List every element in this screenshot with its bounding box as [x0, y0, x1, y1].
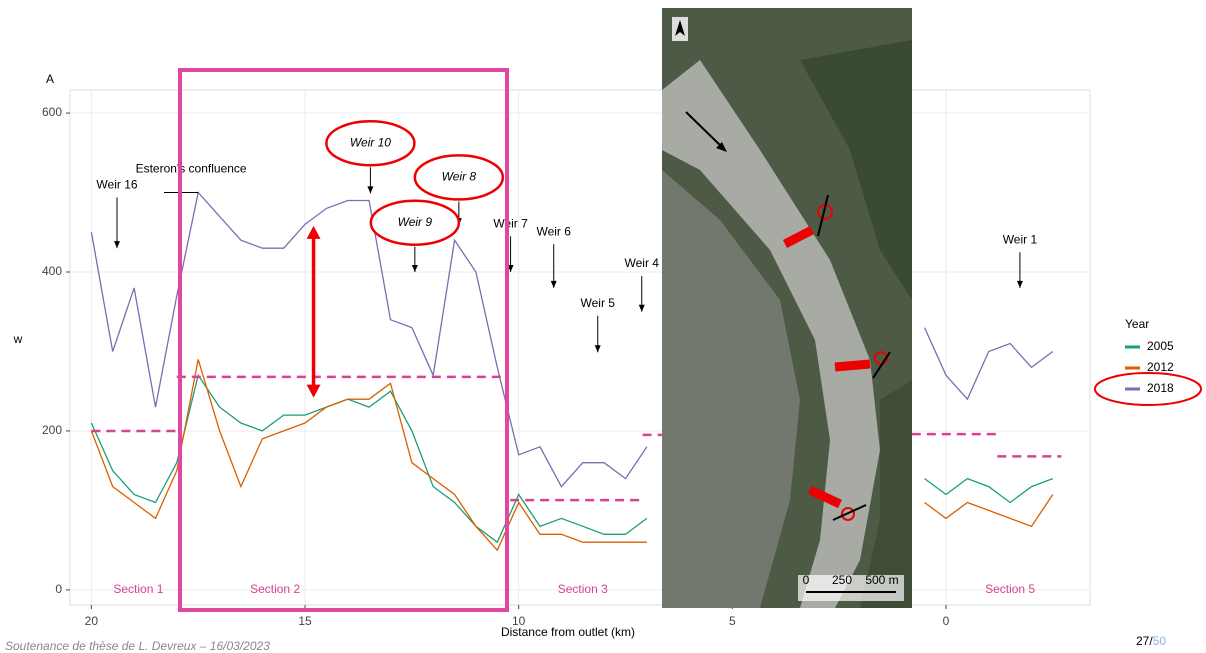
arrow-head [114, 241, 121, 249]
page-total: 50 [1153, 634, 1167, 648]
section-label: Section 1 [113, 582, 163, 596]
weir-label: Weir 5 [581, 296, 616, 310]
legend: Year 2005 2012 2018 [1094, 317, 1202, 406]
y-tick-label: 600 [42, 105, 62, 119]
weir-label: Weir 1 [1003, 232, 1038, 246]
arrow-head [638, 304, 645, 312]
series-line [90, 359, 1054, 552]
x-axis-label: Distance from outlet (km) [501, 625, 635, 639]
aerial-map: 0 250 500 m [662, 8, 912, 608]
legend-label: 2018 [1147, 381, 1174, 395]
scale-label: 0 [803, 573, 810, 587]
series-lines [90, 191, 1062, 552]
weir-highlight [413, 154, 505, 201]
x-tick-label: 5 [729, 614, 736, 628]
weir-highlight [325, 119, 416, 167]
x-tick-label: 20 [85, 614, 99, 628]
legend-label: 2005 [1147, 339, 1174, 353]
y-tick-label: 0 [55, 582, 62, 596]
x-tick-label: 15 [298, 614, 312, 628]
section-label: Section 3 [558, 582, 608, 596]
arrow-head [1016, 280, 1023, 288]
arrow-head [411, 264, 418, 272]
y-tick-label: 200 [42, 423, 62, 437]
scale-label: 250 [832, 573, 852, 587]
weir-highlight [369, 199, 461, 246]
weir-label: Weir 4 [625, 256, 660, 270]
section-label: Section 2 [250, 582, 300, 596]
weir-label: Weir 7 [493, 216, 528, 230]
y-axis-label: w [13, 332, 23, 346]
x-tick-label: 0 [943, 614, 950, 628]
x-tick-label: 10 [512, 614, 526, 628]
confluence-label: Esteron's confluence [136, 162, 247, 176]
weir-label: Weir 10 [350, 135, 391, 149]
legend-highlight [1094, 372, 1202, 406]
page-number: 27/50 [1136, 634, 1166, 648]
annotations: Section 1 Section 2 Section 3 Section 5 Weir… [96, 119, 1038, 596]
section-label: Section 5 [985, 582, 1035, 596]
footer-text: Soutenance de thèse de L. Devreux – 16/0… [5, 639, 270, 653]
arrow-head [594, 345, 601, 353]
arrow-head [367, 186, 374, 194]
section-2-highlight [178, 68, 509, 612]
weir-label: Weir 6 [536, 224, 571, 238]
legend-label: 2012 [1147, 360, 1174, 374]
panel-label: A [46, 72, 54, 86]
series-line [90, 191, 1054, 488]
arrow-head [550, 280, 557, 288]
legend-title: Year [1125, 317, 1149, 331]
y-tick-label: 400 [42, 264, 62, 278]
arrow-head [306, 384, 321, 398]
arrow-head [306, 225, 321, 239]
page-current: 27/ [1136, 634, 1153, 648]
weir-label: Weir 8 [442, 170, 477, 184]
weir-label: Weir 9 [398, 215, 433, 229]
scale-label: 500 m [865, 573, 898, 587]
arrow-head [507, 264, 514, 272]
weir-label: Weir 16 [96, 178, 137, 192]
plot-panel [69, 89, 1091, 606]
